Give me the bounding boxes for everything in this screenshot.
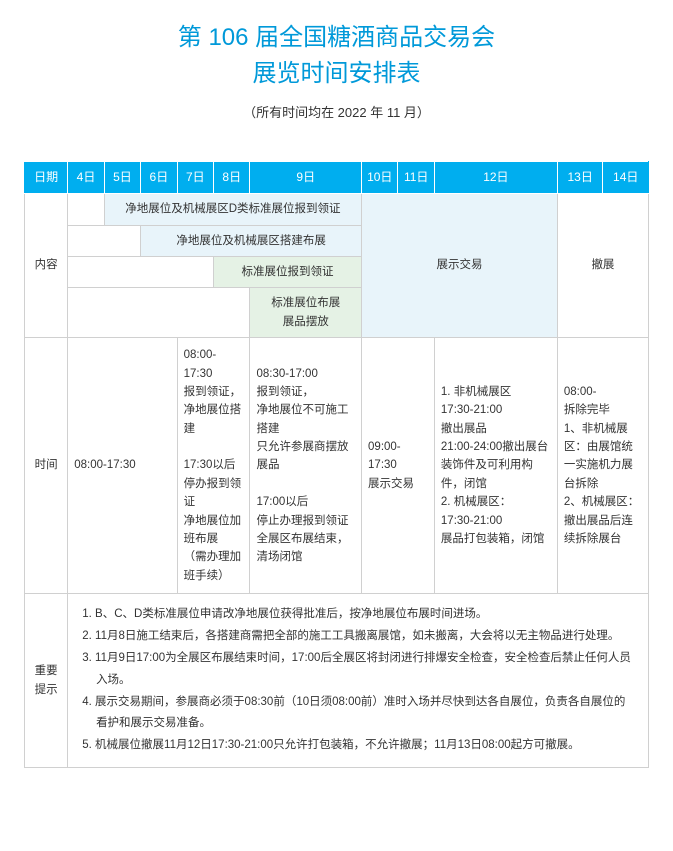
note-1: 1. B、C、D类标准展位申请改净地展位获得批准后，按净地展位布展时间进场。	[82, 604, 634, 626]
content-r1: 净地展位及机械展区D类标准展位报到领证	[104, 194, 361, 225]
time-c5: 1. 非机械展区 17:30-21:00 撤出展品 21:00-24:00撤出展…	[434, 338, 557, 594]
schedule-table: 日期 4日 5日 6日 7日 8日 9日 10日 11日 12日 13日 14日…	[24, 161, 649, 768]
note-2: 2. 11月8日施工结束后，各搭建商需把全部的施工工具搬离展馆，如未搬离，大会将…	[82, 626, 634, 648]
header-row: 日期 4日 5日 6日 7日 8日 9日 10日 11日 12日 13日 14日	[25, 162, 649, 194]
content-r3: 标准展位报到领证	[214, 256, 362, 287]
note-5: 5. 机械展位撤展11月12日17:30-21:00只允许打包装箱，不允许撤展；…	[82, 735, 634, 757]
notes-cell: 1. B、C、D类标准展位申请改净地展位获得批准后，按净地展位布展时间进场。 2…	[68, 594, 649, 768]
time-c2: 08:00-17:30 报到领证， 净地展位搭建 17:30以后 停办报到领证 …	[177, 338, 250, 594]
content-teardown: 撤展	[557, 194, 648, 338]
time-c6: 08:00- 拆除完毕 1、非机械展区：由展馆统一实施机力展台拆除 2、机械展区…	[557, 338, 648, 594]
content-trade: 展示交易	[362, 194, 558, 338]
blank-4-7	[68, 256, 214, 287]
content-r2: 净地展位及机械展区搭建布展	[141, 225, 362, 256]
th-d13: 13日	[557, 162, 603, 194]
blank-4	[68, 194, 104, 225]
content-r4: 标准展位布展 展品摆放	[250, 288, 362, 338]
note-3: 3. 11月9日17:00为全展区布展结束时间，17:00后全展区将封闭进行排爆…	[82, 648, 634, 692]
th-d7: 7日	[177, 162, 213, 194]
th-d11: 11日	[398, 162, 434, 194]
th-d12: 12日	[434, 162, 557, 194]
subtitle: （所有时间均在 2022 年 11 月）	[24, 102, 649, 121]
title-line2: 展览时间安排表	[24, 56, 649, 92]
th-d4: 4日	[68, 162, 104, 194]
content-row-1: 内容 净地展位及机械展区D类标准展位报到领证 展示交易 撤展	[25, 194, 649, 225]
label-notes: 重要提示	[25, 594, 68, 768]
th-d14: 14日	[603, 162, 649, 194]
blank-45	[68, 225, 141, 256]
th-d8: 8日	[214, 162, 250, 194]
page-title: 第 106 届全国糖酒商品交易会 展览时间安排表	[24, 20, 649, 92]
blank-4-8	[68, 288, 250, 338]
label-time: 时间	[25, 338, 68, 594]
time-c1: 08:00-17:30	[68, 338, 177, 594]
label-content: 内容	[25, 194, 68, 338]
time-c4: 09:00-17:30 展示交易	[362, 338, 435, 594]
th-d9: 9日	[250, 162, 362, 194]
time-c3: 08:30-17:00 报到领证， 净地展位不可施工搭建 只允许参展商摆放展品 …	[250, 338, 362, 594]
note-4: 4. 展示交易期间，参展商必须于08:30前（10日须08:00前）准时入场并尽…	[82, 692, 634, 736]
th-date: 日期	[25, 162, 68, 194]
title-line1: 第 106 届全国糖酒商品交易会	[24, 20, 649, 56]
th-d5: 5日	[104, 162, 140, 194]
time-row: 时间 08:00-17:30 08:00-17:30 报到领证， 净地展位搭建 …	[25, 338, 649, 594]
th-d10: 10日	[362, 162, 398, 194]
th-d6: 6日	[141, 162, 177, 194]
notes-row: 重要提示 1. B、C、D类标准展位申请改净地展位获得批准后，按净地展位布展时间…	[25, 594, 649, 768]
